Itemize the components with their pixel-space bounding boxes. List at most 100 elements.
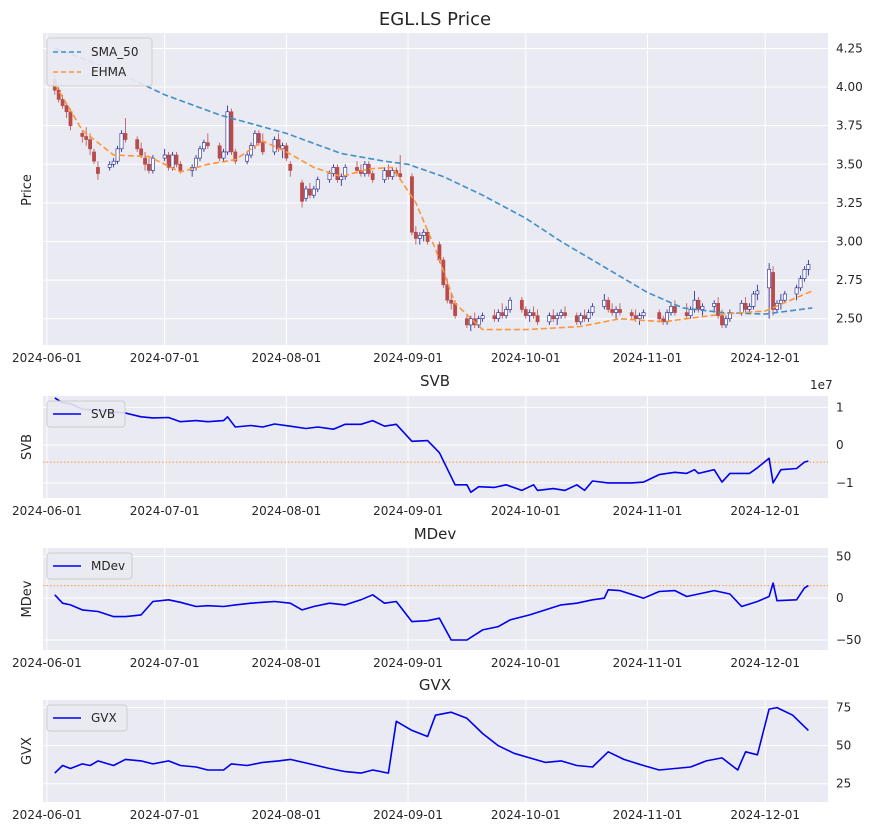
x-tick-label: 2024-07-01 [130, 351, 200, 365]
gvx-y-axis-label: GVX [20, 737, 35, 765]
candle-up [221, 151, 226, 159]
candle-down [535, 315, 540, 323]
candle-down [68, 111, 73, 126]
legend-sma50-label: SMA_50 [91, 45, 138, 59]
candle-down [256, 133, 261, 143]
candle-down [492, 315, 497, 320]
candle-up [198, 148, 202, 159]
candle-up [417, 235, 422, 239]
candle-down [307, 188, 312, 196]
svb-y-tick-labels: 1 0 −1 [836, 400, 854, 490]
candle-up [311, 188, 316, 196]
price-y-tick-labels: 2.50 2.75 3.00 3.25 3.50 3.75 4.00 4.25 [836, 41, 863, 325]
candle-down [217, 145, 222, 159]
x-tick-label: 2024-12-01 [730, 656, 800, 670]
y-tick-label: 3.25 [836, 196, 863, 210]
candle-down [633, 315, 638, 320]
y-tick-label: −50 [836, 633, 861, 647]
mdev-plot-area [43, 548, 828, 650]
candle-up [739, 302, 744, 313]
candle-up [331, 167, 336, 174]
candle-down [720, 315, 724, 326]
gvx-series-line [54, 706, 809, 774]
x-tick-label: 2024-07-01 [130, 656, 200, 670]
candle-up [692, 299, 697, 310]
x-tick-label: 2024-08-01 [251, 808, 321, 822]
y-tick-label: −1 [836, 476, 854, 490]
candle-down [123, 133, 128, 140]
candle-up [327, 173, 332, 181]
legend-gvx-label: GVX [91, 711, 117, 725]
candle-up [202, 142, 206, 150]
x-tick-label: 2024-10-01 [491, 808, 561, 822]
candle-up [304, 188, 308, 199]
candle-down [449, 299, 454, 304]
x-tick-label: 2024-12-01 [730, 808, 800, 822]
price-panel: 2024-06-01 2024-07-01 2024-08-01 2024-09-01… [12, 33, 863, 365]
candle-down [425, 231, 430, 242]
x-tick-label: 2024-10-01 [491, 504, 561, 518]
x-tick-label: 2024-06-01 [12, 351, 82, 365]
price-x-tick-labels: 2024-06-01 2024-07-01 2024-08-01 2024-09-01… [12, 351, 800, 365]
svb-legend: SVB [46, 400, 126, 428]
x-tick-label: 2024-11-01 [613, 808, 683, 822]
candle-up [508, 299, 512, 310]
candle-up [669, 306, 673, 313]
candle-down [92, 151, 96, 162]
candle-up [586, 312, 591, 320]
x-tick-label: 2024-12-01 [730, 351, 800, 365]
candle-down [610, 309, 615, 313]
candle-up [245, 154, 250, 162]
x-tick-label: 2024-06-01 [12, 504, 82, 518]
candle-down [531, 312, 536, 316]
y-tick-label: 50 [836, 549, 851, 563]
candle-up [253, 133, 257, 147]
candle-down [205, 142, 210, 147]
mdev-y-tick-labels: 50 0 −50 [836, 549, 861, 647]
candle-up [496, 312, 501, 320]
candle-down [657, 312, 662, 320]
mdev-legend: MDev [46, 552, 133, 580]
candle-down [84, 136, 89, 140]
candle-up [504, 309, 509, 316]
candle-down [288, 163, 293, 171]
x-tick-label: 2024-08-01 [251, 504, 321, 518]
candle-up [390, 170, 395, 177]
mdev-y-axis-label: MDev [20, 580, 35, 617]
gvx-legend-box [46, 704, 128, 732]
candle-up [111, 160, 116, 165]
candle-down [606, 299, 611, 310]
svb-series-line [54, 397, 809, 494]
candle-down [64, 105, 69, 113]
y-tick-label: 3.00 [836, 235, 863, 249]
mdev-panel: MDev 2024-06-01 2024-07-01 2024-08-01 2024-… [12, 525, 861, 670]
candle-up [480, 315, 485, 320]
candle-up [794, 287, 799, 295]
candle-up [700, 306, 705, 310]
candle-down [260, 142, 265, 153]
series-line-gvx [54, 706, 809, 774]
mdev-x-tick-labels: 2024-06-01 2024-07-01 2024-08-01 2024-09-01… [12, 656, 800, 670]
candle-down [166, 154, 171, 168]
y-tick-label: 75 [836, 701, 851, 715]
candle-down [229, 111, 234, 153]
legend-mdev-label: MDev [91, 559, 125, 573]
candle-up [107, 163, 112, 168]
candle-down [60, 99, 65, 106]
candle-down [464, 318, 469, 326]
candle-up [802, 269, 807, 279]
y-tick-label: 4.00 [836, 80, 863, 94]
candle-down [771, 272, 775, 310]
candle-down [551, 315, 556, 320]
candle-up [476, 318, 481, 326]
candle-up [712, 302, 717, 307]
svb-x-tick-labels: 2024-06-01 2024-07-01 2024-08-01 2024-09-01… [12, 504, 800, 518]
candle-up [170, 154, 175, 168]
candle-down [523, 309, 528, 316]
x-tick-label: 2024-07-01 [130, 808, 200, 822]
candle-down [88, 139, 93, 150]
candle-up [468, 318, 473, 326]
x-tick-label: 2024-09-01 [373, 351, 443, 365]
x-tick-label: 2024-12-01 [730, 504, 800, 518]
